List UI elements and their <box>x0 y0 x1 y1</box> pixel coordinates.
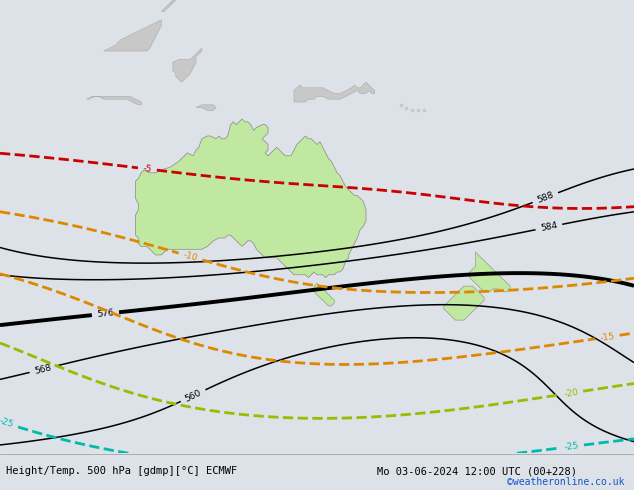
Text: 568: 568 <box>34 363 53 376</box>
Polygon shape <box>470 252 510 292</box>
Polygon shape <box>86 97 141 105</box>
Text: 560: 560 <box>183 388 203 403</box>
Polygon shape <box>104 20 162 51</box>
Text: -15: -15 <box>599 332 615 343</box>
Text: Mo 03-06-2024 12:00 UTC (00+228): Mo 03-06-2024 12:00 UTC (00+228) <box>377 466 577 476</box>
Text: -20: -20 <box>563 388 579 398</box>
Text: ©weatheronline.co.uk: ©weatheronline.co.uk <box>507 477 624 487</box>
Text: 588: 588 <box>536 190 555 205</box>
Text: -10: -10 <box>182 250 199 263</box>
Text: -5: -5 <box>143 164 152 174</box>
Text: 584: 584 <box>540 221 558 233</box>
Polygon shape <box>162 0 190 11</box>
Polygon shape <box>314 283 334 306</box>
Text: Height/Temp. 500 hPa [gdmp][°C] ECMWF: Height/Temp. 500 hPa [gdmp][°C] ECMWF <box>6 466 238 476</box>
Text: -25: -25 <box>564 441 579 452</box>
Polygon shape <box>444 286 484 320</box>
Polygon shape <box>173 48 202 82</box>
Polygon shape <box>294 82 375 102</box>
Text: -25: -25 <box>0 417 15 430</box>
Text: 576: 576 <box>96 308 115 319</box>
Polygon shape <box>136 119 366 278</box>
Polygon shape <box>196 105 216 110</box>
